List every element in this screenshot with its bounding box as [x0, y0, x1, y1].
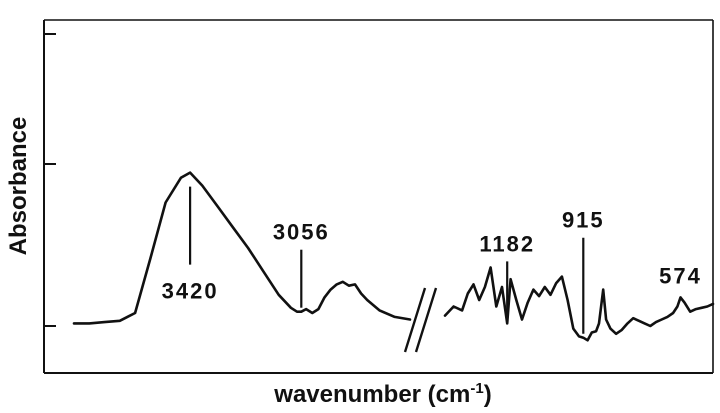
peak-label-3420: 3420	[162, 279, 219, 304]
plot-frame	[43, 19, 714, 374]
axis-break-slash-left	[403, 287, 427, 353]
x-axis-label-superscript: -1	[470, 380, 483, 397]
series-layer	[72, 171, 715, 342]
axis-break-marks	[403, 287, 438, 353]
y-axis-label: Absorbance	[5, 117, 32, 256]
peak-label-574: 574	[659, 263, 702, 288]
x-axis-label: wavenumber (cm-1)	[273, 380, 491, 408]
peak-label-1182: 1182	[479, 231, 535, 256]
x-axis-label-close: )	[484, 381, 492, 408]
spectrum-line-high	[72, 171, 412, 325]
x-axis-label-main: wavenumber (cm	[273, 381, 470, 408]
axis-break-slash-right	[414, 287, 438, 353]
annotation-layer: 3420 3056 1182 915 574	[162, 186, 702, 334]
peak-label-915: 915	[562, 208, 605, 233]
spectrum-line-low	[443, 266, 715, 342]
peak-label-3056: 3056	[273, 220, 330, 245]
